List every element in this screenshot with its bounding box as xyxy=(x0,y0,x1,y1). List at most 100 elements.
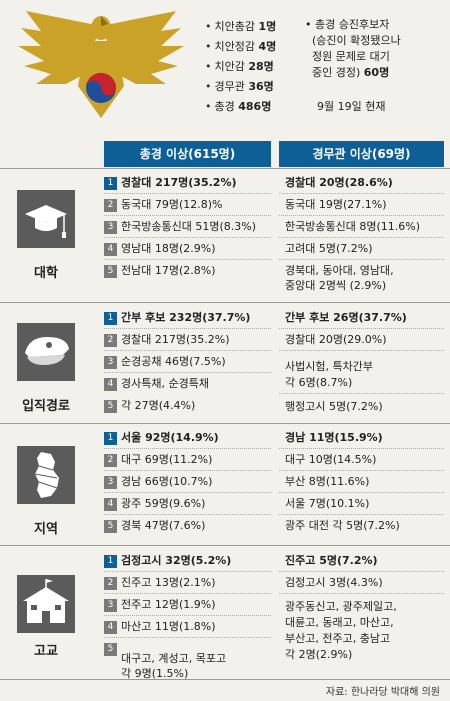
c2-entry: 경남 11명(15.9%) xyxy=(285,431,383,444)
row-separator xyxy=(104,237,271,238)
c1-entry: 경찰대 217명(35.2%) xyxy=(121,333,230,346)
c2-entry: 광주동신고, 광주제일고, xyxy=(285,600,397,613)
c1-entry: 대구 69명(11.2%) xyxy=(121,453,213,466)
row-separator xyxy=(104,615,271,616)
section-label-entry-path: 입직경로 xyxy=(22,399,70,414)
c2-entry: 경찰대 20명(29.0%) xyxy=(285,333,387,346)
rank-item: • 치안정감 4명 xyxy=(205,40,277,53)
row-separator xyxy=(104,514,271,515)
c2-entry: 광주 대전 각 5명(7.2%) xyxy=(285,519,400,532)
c2-entry: 사법시험, 특차간부 xyxy=(285,360,373,373)
row-separator xyxy=(104,215,271,216)
rank-number: 2 xyxy=(104,454,117,467)
row-separator xyxy=(104,350,271,351)
row-separator xyxy=(279,393,444,394)
c1-entry: 진주고 13명(2.1%) xyxy=(121,576,216,589)
rank-number: 2 xyxy=(104,199,117,212)
c2-entry: 한국방송통신대 8명(11.6%) xyxy=(285,220,420,233)
rank-number: 4 xyxy=(104,498,117,511)
c1-entry: 경북 47명(7.6%) xyxy=(121,519,206,532)
c2-entry: 간부 후보 26명(37.7%) xyxy=(285,311,407,324)
c1-entry: 마산고 11명(1.8%) xyxy=(121,620,216,633)
c2-entry: 경찰대 20명(28.6%) xyxy=(285,176,393,189)
row-separator xyxy=(104,193,271,194)
c2-entry: 행정고시 5명(7.2%) xyxy=(285,400,383,413)
rank-number: 5 xyxy=(104,520,117,533)
section-label-high-school: 고교 xyxy=(34,644,58,659)
c2-entry: 각 6명(8.7%) xyxy=(285,376,353,389)
korea-map-icon xyxy=(17,446,75,504)
c2-entry: 부산고, 전주고, 충남고 xyxy=(285,632,391,645)
rank-item: • 총경 486명 xyxy=(205,100,272,113)
column-header-gyeongmugwan: 경무관 이상(69명) xyxy=(279,141,444,167)
row-separator xyxy=(279,514,444,515)
rank-number: 2 xyxy=(104,334,117,347)
rank-number: 1 xyxy=(104,555,117,568)
rank-item: • 치안총감 1명 xyxy=(205,20,277,33)
rank-number: 1 xyxy=(104,177,117,190)
row-separator xyxy=(279,350,444,351)
rank-number: 3 xyxy=(104,476,117,489)
c2-entry: 부산 8명(11.6%) xyxy=(285,475,370,488)
c2-entry: 고려대 5명(7.2%) xyxy=(285,242,373,255)
row-separator xyxy=(279,593,444,594)
police-eagle-emblem-icon xyxy=(18,11,184,118)
c1-entry: 한국방송통신대 51명(8.3%) xyxy=(121,220,256,233)
row-separator xyxy=(104,372,271,373)
graduation-cap-icon xyxy=(17,190,75,248)
row-separator xyxy=(104,492,271,493)
c2-entry: 경북대, 동아대, 영남대, xyxy=(285,264,394,277)
c1-entry: 경찰대 217명(35.2%) xyxy=(121,176,237,189)
row-separator xyxy=(279,448,444,449)
c1-entry: 경남 66명(10.7%) xyxy=(121,475,213,488)
c1-entry: 영남대 18명(2.9%) xyxy=(121,242,216,255)
c1-entry: 동국대 79명(12.8)% xyxy=(121,198,223,211)
rank-number: 1 xyxy=(104,312,117,325)
section-label-region: 지역 xyxy=(34,522,58,537)
promotion-note: • 총경 승진후보자 (승진이 확정됐으나 정원 문제로 대기 중인 경정) 6… xyxy=(305,18,401,79)
c2-entry: 각 2명(2.9%) xyxy=(285,648,353,661)
rank-number: 5 xyxy=(104,400,117,413)
row-separator xyxy=(104,571,271,572)
header: • 치안총감 1명 • 치안정감 4명 • 치안감 28명 • 경무관 36명 • 총경 … xyxy=(0,0,450,125)
police-cap-icon xyxy=(17,323,75,381)
rank-number: 4 xyxy=(104,378,117,391)
c1-entry: 각 27명(4.4%) xyxy=(121,399,196,412)
c2-entry: 검정고시 3명(4.3%) xyxy=(285,576,383,589)
row-separator xyxy=(279,215,444,216)
c2-entry: 대구 10명(14.5%) xyxy=(285,453,377,466)
row-separator xyxy=(279,571,444,572)
section-divider xyxy=(0,302,450,303)
section-divider xyxy=(0,679,450,680)
c2-entry: 동국대 19명(27.1%) xyxy=(285,198,387,211)
rank-number: 3 xyxy=(104,221,117,234)
row-separator xyxy=(279,492,444,493)
c1-entry: 전남대 17명(2.8%) xyxy=(121,264,216,277)
section-divider xyxy=(0,545,450,546)
c1-entry: 서울 92명(14.9%) xyxy=(121,431,219,444)
row-separator xyxy=(104,259,271,260)
rank-number: 3 xyxy=(104,599,117,612)
rank-number: 3 xyxy=(104,356,117,369)
row-separator xyxy=(104,470,271,471)
c2-entry: 중앙대 2명씩 (2.9%) xyxy=(285,279,387,292)
source-credit: 자료: 한나라당 박대해 의원 xyxy=(325,687,440,698)
row-separator xyxy=(279,193,444,194)
row-separator xyxy=(279,470,444,471)
rank-number: 2 xyxy=(104,577,117,590)
rank-number: 4 xyxy=(104,243,117,256)
rank-number: 1 xyxy=(104,432,117,445)
rank-number: 5 xyxy=(104,643,117,656)
school-building-icon xyxy=(17,575,75,633)
c1-entry: 광주 59명(9.6%) xyxy=(121,497,206,510)
c1-entry: 간부 후보 232명(37.7%) xyxy=(121,311,251,324)
row-separator xyxy=(104,637,271,638)
rank-number: 5 xyxy=(104,265,117,278)
c2-entry: 대륜고, 동래고, 마산고, xyxy=(285,616,394,629)
c1-entry: 순경공채 46명(7.5%) xyxy=(121,355,226,368)
row-separator xyxy=(279,259,444,260)
row-separator xyxy=(279,328,444,329)
c1-entry: 각 9명(1.5%) xyxy=(121,667,189,680)
c2-entry: 진주고 5명(7.2%) xyxy=(285,554,378,567)
c1-entry: 검정고시 32명(5.2%) xyxy=(121,554,232,567)
